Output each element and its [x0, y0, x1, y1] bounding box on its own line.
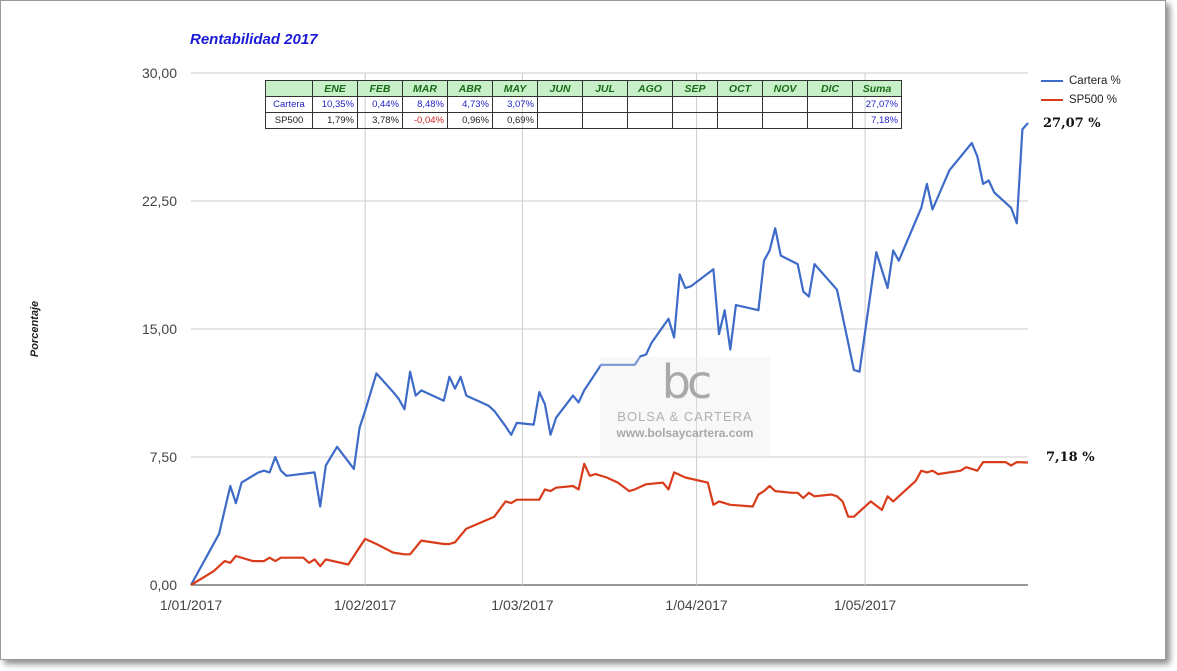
table-cell: [537, 96, 583, 113]
table-header-cell: OCT: [717, 80, 763, 97]
table-cell: [717, 96, 763, 113]
table-header-cell: MAR: [402, 80, 448, 97]
table-header-cell: MAY: [492, 80, 538, 97]
legend-item-sp500: SP500 %: [1041, 90, 1121, 109]
table-header-cell: FEB: [357, 80, 403, 97]
line-chart: 0,00 7,50 15,00 22,50 30,00 1/01/2017 1/02/20…: [142, 65, 1029, 613]
chart-title: Rentabilidad 2017: [190, 31, 318, 48]
table-cell: 3,78%: [357, 112, 403, 129]
watermark-url: www.bolsaycartera.com: [616, 426, 754, 440]
table-header-cell: ABR: [447, 80, 493, 97]
legend-item-cartera: Cartera %: [1041, 71, 1121, 90]
y-tick-label: 0,00: [150, 577, 177, 593]
watermark-name: BOLSA & CARTERA: [617, 409, 753, 424]
y-tick-label: 7,50: [150, 449, 177, 465]
watermark: bc BOLSA & CARTERA www.bolsaycartera.com: [600, 357, 770, 457]
table-cell: [672, 96, 718, 113]
table-header-cell: Suma: [852, 80, 902, 97]
table-cell: [762, 112, 808, 129]
y-tick-label: 15,00: [142, 321, 177, 337]
series-line-cartera: [190, 122, 1029, 586]
table-row-cartera: Cartera 10,35% 0,44% 8,48% 4,73% 3,07% 2…: [265, 96, 902, 113]
table-header-cell: [265, 80, 313, 97]
table-row-label: SP500: [265, 112, 313, 129]
table-header-cell: ENE: [312, 80, 358, 97]
table-sum-cell: 27,07%: [852, 96, 902, 113]
x-tick-label: 1/03/2017: [491, 597, 553, 613]
series-line-sp500: [190, 461, 1029, 586]
table-header-cell: AGO: [627, 80, 673, 97]
table-cell: [627, 96, 673, 113]
watermark-logo: bc: [661, 355, 713, 409]
table-cell: 0,96%: [447, 112, 493, 129]
x-tick-label: 1/01/2017: [160, 597, 222, 613]
legend-label: SP500 %: [1069, 93, 1117, 106]
chart-frame: Rentabilidad 2017 Porcentaje 0,00 7,50 15,…: [0, 0, 1166, 660]
table-cell: [717, 112, 763, 129]
table-header-cell: DIC: [807, 80, 853, 97]
table-sum-cell: 7,18%: [852, 112, 902, 129]
chart-legend: Cartera % SP500 %: [1041, 71, 1121, 109]
legend-label: Cartera %: [1069, 74, 1121, 87]
cartera-end-label: 27,07 %: [1043, 116, 1101, 131]
table-cell: [582, 112, 628, 129]
table-cell: 0,69%: [492, 112, 538, 129]
table-cell: [537, 112, 583, 129]
table-cell: 10,35%: [312, 96, 358, 113]
x-tick-label: 1/04/2017: [665, 597, 727, 613]
y-tick-label: 30,00: [142, 65, 177, 81]
table-cell: 3,07%: [492, 96, 538, 113]
table-header-cell: JUN: [537, 80, 583, 97]
legend-swatch: [1041, 98, 1063, 101]
y-tick-label: 22,50: [142, 193, 177, 209]
sp500-end-label: 7,18 %: [1046, 450, 1095, 465]
table-cell: [762, 96, 808, 113]
table-cell: [807, 96, 853, 113]
table-cell: 4,73%: [447, 96, 493, 113]
monthly-returns-table: ENE FEB MAR ABR MAY JUN JUL AGO SEP OCT …: [265, 80, 902, 129]
table-cell: 1,79%: [312, 112, 358, 129]
table-cell: -0,04%: [402, 112, 448, 129]
table-cell: [627, 112, 673, 129]
table-header-row: ENE FEB MAR ABR MAY JUN JUL AGO SEP OCT …: [265, 80, 902, 97]
x-tick-label: 1/02/2017: [334, 597, 396, 613]
table-header-cell: NOV: [762, 80, 808, 97]
table-header-cell: JUL: [582, 80, 628, 97]
table-cell: [807, 112, 853, 129]
table-row-label: Cartera: [265, 96, 313, 113]
x-tick-label: 1/05/2017: [834, 597, 896, 613]
table-cell: [582, 96, 628, 113]
table-cell: [672, 112, 718, 129]
table-cell: 8,48%: [402, 96, 448, 113]
table-row-sp500: SP500 1,79% 3,78% -0,04% 0,96% 0,69% 7,1…: [265, 112, 902, 129]
table-cell: 0,44%: [357, 96, 403, 113]
legend-swatch: [1041, 79, 1063, 82]
table-header-cell: SEP: [672, 80, 718, 97]
